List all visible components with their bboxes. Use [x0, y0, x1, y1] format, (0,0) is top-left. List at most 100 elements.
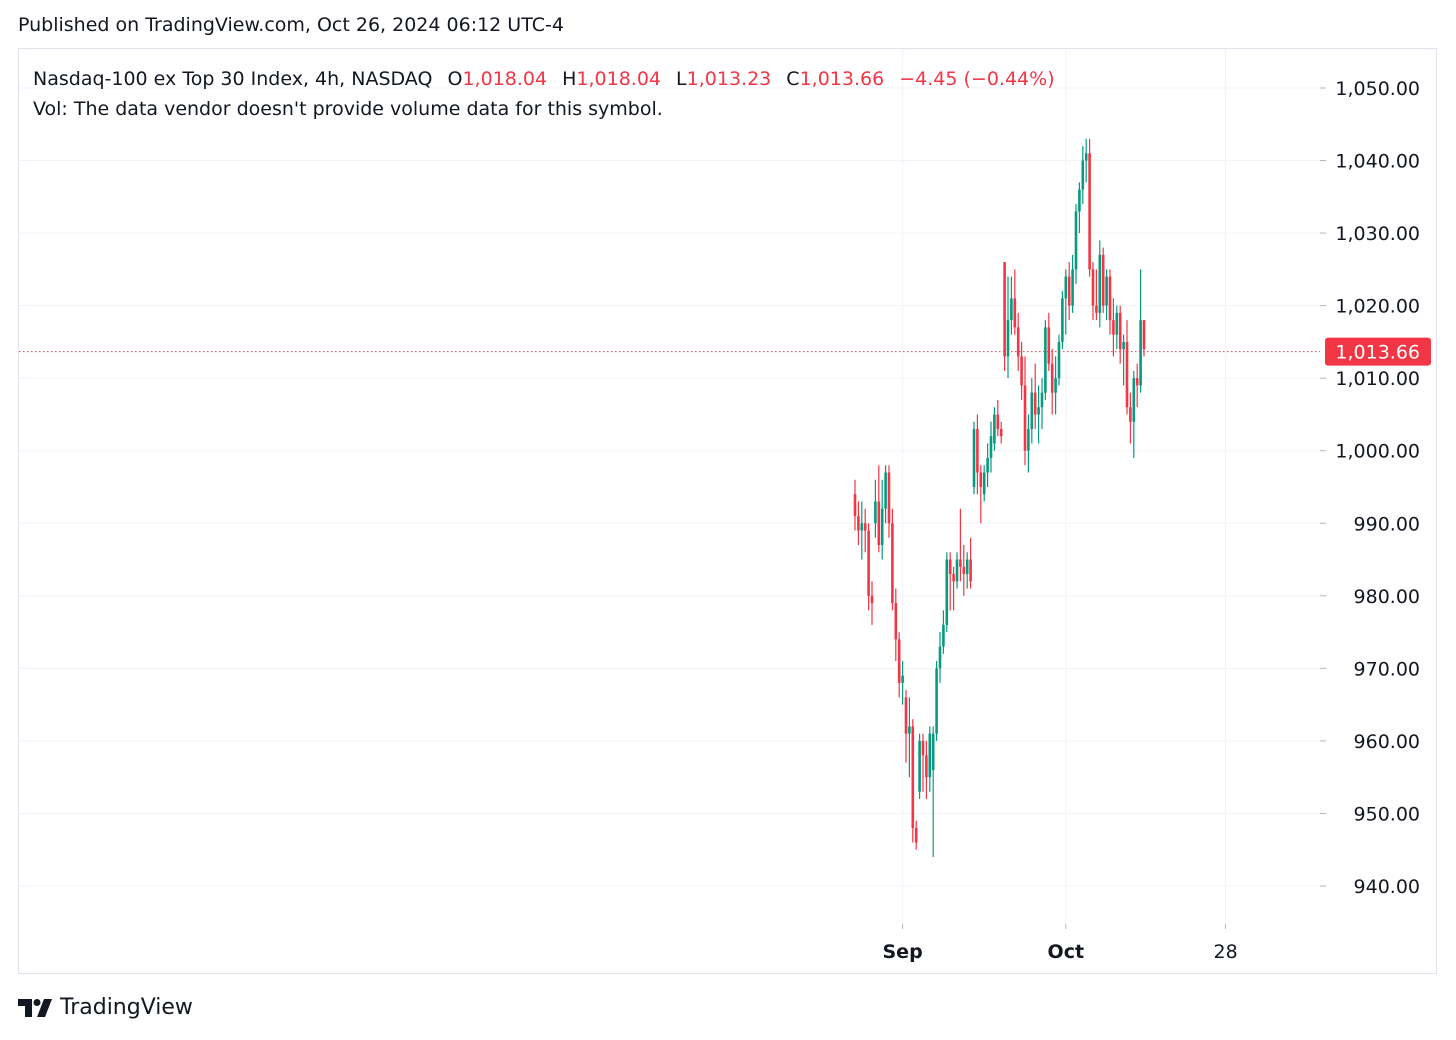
- candle-body: [986, 457, 989, 473]
- candle-body: [1081, 160, 1085, 190]
- candle-body: [1101, 254, 1105, 306]
- candle-body: [1122, 341, 1125, 350]
- candle: [1030, 378, 1034, 444]
- candle-body: [1139, 320, 1142, 386]
- candle-body: [1047, 327, 1051, 364]
- candle-body: [1061, 298, 1064, 342]
- candle: [1006, 276, 1010, 379]
- candle: [1050, 349, 1054, 415]
- candle-body: [914, 827, 918, 843]
- candle-body: [989, 436, 993, 458]
- time-axis: Sep Oct 28: [883, 924, 1238, 963]
- y-tick-label: 1,000.00: [1335, 441, 1420, 463]
- candle: [955, 552, 959, 589]
- candle-body: [853, 494, 857, 517]
- candle-body: [962, 566, 966, 575]
- close-value: 1,013.66: [799, 68, 885, 90]
- candle: [999, 421, 1003, 444]
- symbol-title: Nasdaq-100 ex Top 30 Index, 4h, NASDAQ: [33, 68, 433, 90]
- candle-body: [891, 523, 894, 604]
- chart-legend: Nasdaq-100 ex Top 30 Index, 4h, NASDAQ O…: [33, 64, 1055, 124]
- candle-body: [996, 414, 1000, 429]
- candle-body: [884, 472, 887, 509]
- chart-frame: [18, 48, 1437, 974]
- candle: [857, 501, 860, 546]
- candle-body: [1050, 363, 1054, 393]
- candle: [948, 552, 952, 611]
- candle: [1044, 320, 1047, 400]
- candle-body: [928, 733, 932, 778]
- candle-body: [1064, 276, 1068, 299]
- y-tick-label: 990.00: [1354, 513, 1420, 535]
- candle-body: [874, 501, 877, 524]
- candle-body: [1105, 276, 1108, 306]
- candle: [962, 545, 966, 596]
- candle: [993, 407, 996, 451]
- candle: [877, 465, 881, 553]
- candle-body: [1084, 153, 1088, 161]
- candle: [925, 740, 928, 799]
- candle-body: [887, 472, 891, 524]
- candle-body: [1003, 262, 1006, 357]
- candle: [986, 443, 989, 487]
- candle: [853, 479, 857, 531]
- candle: [911, 719, 915, 843]
- candle-body: [976, 428, 979, 473]
- candle-body: [1037, 407, 1040, 415]
- candle: [1112, 298, 1115, 357]
- candle-body: [931, 733, 935, 770]
- candle: [945, 552, 949, 633]
- candle: [1142, 320, 1146, 357]
- candle: [914, 820, 918, 850]
- candle: [1033, 363, 1037, 429]
- candle: [938, 632, 942, 683]
- candle-body: [901, 675, 904, 683]
- candle: [1040, 378, 1044, 429]
- candle: [952, 566, 955, 611]
- volume-note: Vol: The data vendor doesn't provide vol…: [33, 98, 663, 120]
- candle: [928, 726, 932, 792]
- candle-body: [870, 595, 874, 604]
- candle-body: [1023, 385, 1027, 451]
- candle: [1101, 247, 1105, 313]
- candle: [884, 465, 887, 524]
- candle-body: [979, 472, 983, 487]
- candle-body: [860, 523, 864, 531]
- candle-body: [1054, 378, 1057, 393]
- y-tick-label: 970.00: [1354, 658, 1420, 680]
- tradingview-wordmark: TradingView: [60, 995, 193, 1020]
- tradingview-brand[interactable]: TradingView: [18, 995, 193, 1020]
- candle: [1037, 385, 1040, 444]
- candle: [972, 421, 976, 495]
- candle: [1071, 254, 1074, 313]
- candle-body: [1129, 407, 1132, 422]
- candle-body: [1112, 320, 1115, 335]
- candle: [1122, 334, 1125, 386]
- y-tick-label: 1,010.00: [1335, 368, 1420, 390]
- candle: [1115, 305, 1119, 350]
- candle: [921, 733, 925, 792]
- candle: [1139, 269, 1142, 393]
- candle-body: [935, 668, 938, 734]
- candle: [1105, 269, 1108, 321]
- y-tick-label: 980.00: [1354, 586, 1420, 608]
- candle: [904, 690, 908, 763]
- candle-body: [1095, 305, 1098, 313]
- high-label: H: [562, 68, 577, 90]
- price-change: −4.45 (−0.44%): [899, 68, 1055, 90]
- candle-body: [918, 740, 921, 792]
- candle-body: [1142, 320, 1146, 350]
- candle: [982, 465, 986, 502]
- candle: [887, 465, 891, 538]
- low-label: L: [676, 68, 687, 90]
- candle-body: [1118, 312, 1122, 350]
- candle-body: [877, 501, 881, 546]
- candle: [1074, 204, 1078, 284]
- open-label: O: [447, 68, 463, 90]
- candle: [901, 661, 904, 705]
- candle: [1047, 312, 1051, 371]
- candle: [969, 537, 972, 589]
- candle-body: [1040, 392, 1044, 408]
- candle-body: [999, 428, 1003, 437]
